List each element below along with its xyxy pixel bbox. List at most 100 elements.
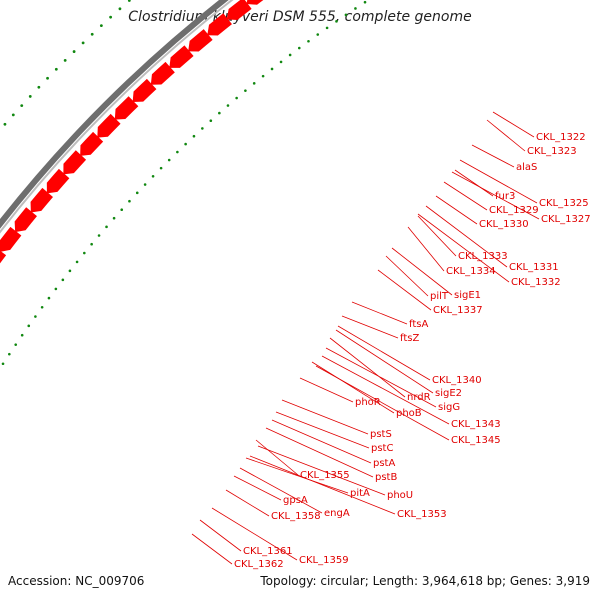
label-leader: [425, 205, 508, 268]
cds-arrow: [169, 45, 194, 68]
cds-arrow: [132, 78, 157, 103]
cds-arrow: [80, 131, 104, 156]
cds-arrow: [226, 0, 252, 20]
label-leader: [443, 181, 488, 211]
gene-label: CKL_1333: [458, 251, 508, 262]
gc-skew-ring: [3, 0, 131, 126]
label-leader: [341, 315, 399, 339]
label-leader: [391, 247, 453, 296]
label-leader: [321, 355, 450, 425]
cds-arrow: [0, 250, 7, 264]
gene-label: CKL_1359: [299, 555, 349, 566]
gene-label: CKL_1322: [536, 132, 586, 143]
gene-label: pstS: [370, 429, 392, 440]
label-leader: [245, 457, 349, 494]
gene-label: sigE1: [454, 290, 481, 301]
gene-label: CKL_1358: [271, 511, 321, 522]
label-leader: [249, 455, 396, 515]
label-leader: [265, 427, 374, 478]
gc-content-ring: [1, 0, 367, 366]
gene-label: CKL_1334: [446, 266, 496, 277]
label-leader: [417, 215, 457, 257]
gene-labels: CKL_1322 CKL_1323 alaS fur3 CKL_1325CKL_1329…: [234, 132, 591, 570]
label-leader: [255, 439, 299, 476]
label-leader: [311, 361, 395, 414]
gene-label: CKL_1340: [432, 375, 482, 386]
backbone-arc: [0, 0, 234, 234]
cds-arrow: [14, 207, 37, 233]
gene-label: CKL_1362: [234, 559, 284, 570]
label-leader: [325, 347, 437, 408]
gene-label: CKL_1355: [300, 470, 350, 481]
cds-arrow: [97, 113, 121, 138]
gene-label: CKL_1345: [451, 435, 501, 446]
label-leader: [417, 213, 510, 283]
gene-label: nrdR: [407, 392, 431, 403]
gene-label: CKL_1327: [541, 214, 591, 225]
label-leader: [377, 269, 432, 311]
gene-label: phoB: [396, 408, 422, 419]
gene-label: phoR: [355, 397, 381, 408]
gene-label: pitA: [350, 488, 370, 499]
gene-label: sigG: [438, 402, 460, 413]
label-leader: [351, 301, 408, 325]
gene-label: engA: [324, 508, 350, 519]
label-leader: [451, 171, 540, 220]
gene-label: CKL_1331: [509, 262, 559, 273]
label-leader: [486, 119, 526, 152]
label-leader: [471, 144, 515, 168]
gene-label: CKL_1337: [433, 305, 483, 316]
gene-label: sigE2: [435, 388, 462, 399]
label-leader: [257, 445, 386, 496]
label-leader: [492, 111, 535, 138]
label-leader: [335, 329, 434, 394]
cds-arrow: [207, 13, 232, 36]
label-leader: [454, 169, 494, 197]
gene-label: ftsZ: [400, 333, 419, 344]
gene-label: CKL_1361: [243, 546, 293, 557]
gene-label: CKL_1343: [451, 419, 501, 430]
gene-label: alaS: [516, 162, 537, 173]
cds-arrow: [0, 226, 22, 252]
label-leader: [459, 159, 538, 204]
cds-arrow: [63, 150, 87, 175]
gene-label: gpsA: [283, 495, 308, 506]
accession-text: Accession: NC_009706: [8, 574, 145, 588]
cds-arrow: [30, 187, 53, 213]
label-leader: [275, 411, 370, 449]
cds-arrow: [188, 29, 213, 52]
cds-track: [0, 0, 264, 264]
gene-label: pstB: [375, 472, 397, 483]
cds-arrow: [246, 0, 264, 5]
gene-label: CKL_1332: [511, 277, 561, 288]
label-leader: [435, 195, 478, 225]
gene-label: CKL_1325: [539, 198, 589, 209]
label-leader: [271, 419, 372, 464]
label-leader: [281, 399, 369, 435]
summary-text: Topology: circular; Length: 3,964,618 bp…: [260, 574, 590, 588]
label-leader: [233, 475, 282, 501]
label-leader: [329, 337, 406, 398]
gene-label: phoU: [387, 490, 413, 501]
gene-label: ftsA: [409, 319, 428, 330]
gene-label: pilT: [430, 291, 449, 302]
label-leaders: [191, 111, 540, 565]
label-leader: [191, 533, 233, 565]
label-leader: [239, 467, 323, 514]
cds-arrow: [46, 168, 70, 194]
cds-arrow: [114, 96, 139, 120]
label-leader: [407, 226, 445, 272]
gene-label: CKL_1329: [489, 205, 539, 216]
gene-label: pstC: [371, 443, 393, 454]
label-leader: [211, 507, 298, 561]
gene-label: CKL_1323: [527, 146, 577, 157]
cds-arrow: [150, 61, 175, 85]
gene-label: CKL_1330: [479, 219, 529, 230]
label-leader: [315, 365, 450, 441]
label-leader: [385, 255, 429, 297]
gene-label: pstA: [373, 458, 395, 469]
gene-label: fur3: [495, 191, 515, 202]
gene-label: CKL_1353: [397, 509, 447, 520]
label-leader: [299, 377, 354, 403]
